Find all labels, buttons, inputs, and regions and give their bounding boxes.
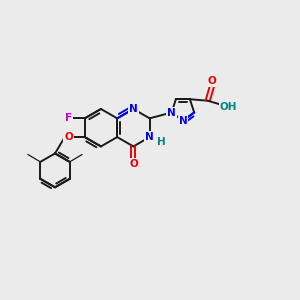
Text: N: N — [129, 104, 138, 114]
Text: H: H — [157, 137, 165, 147]
Text: O: O — [208, 76, 217, 86]
Text: O: O — [129, 159, 138, 169]
Text: N: N — [167, 107, 176, 118]
Text: O: O — [64, 132, 73, 142]
Text: N: N — [178, 116, 187, 126]
Text: OH: OH — [220, 102, 237, 112]
Text: N: N — [145, 132, 154, 142]
Text: F: F — [65, 113, 72, 123]
